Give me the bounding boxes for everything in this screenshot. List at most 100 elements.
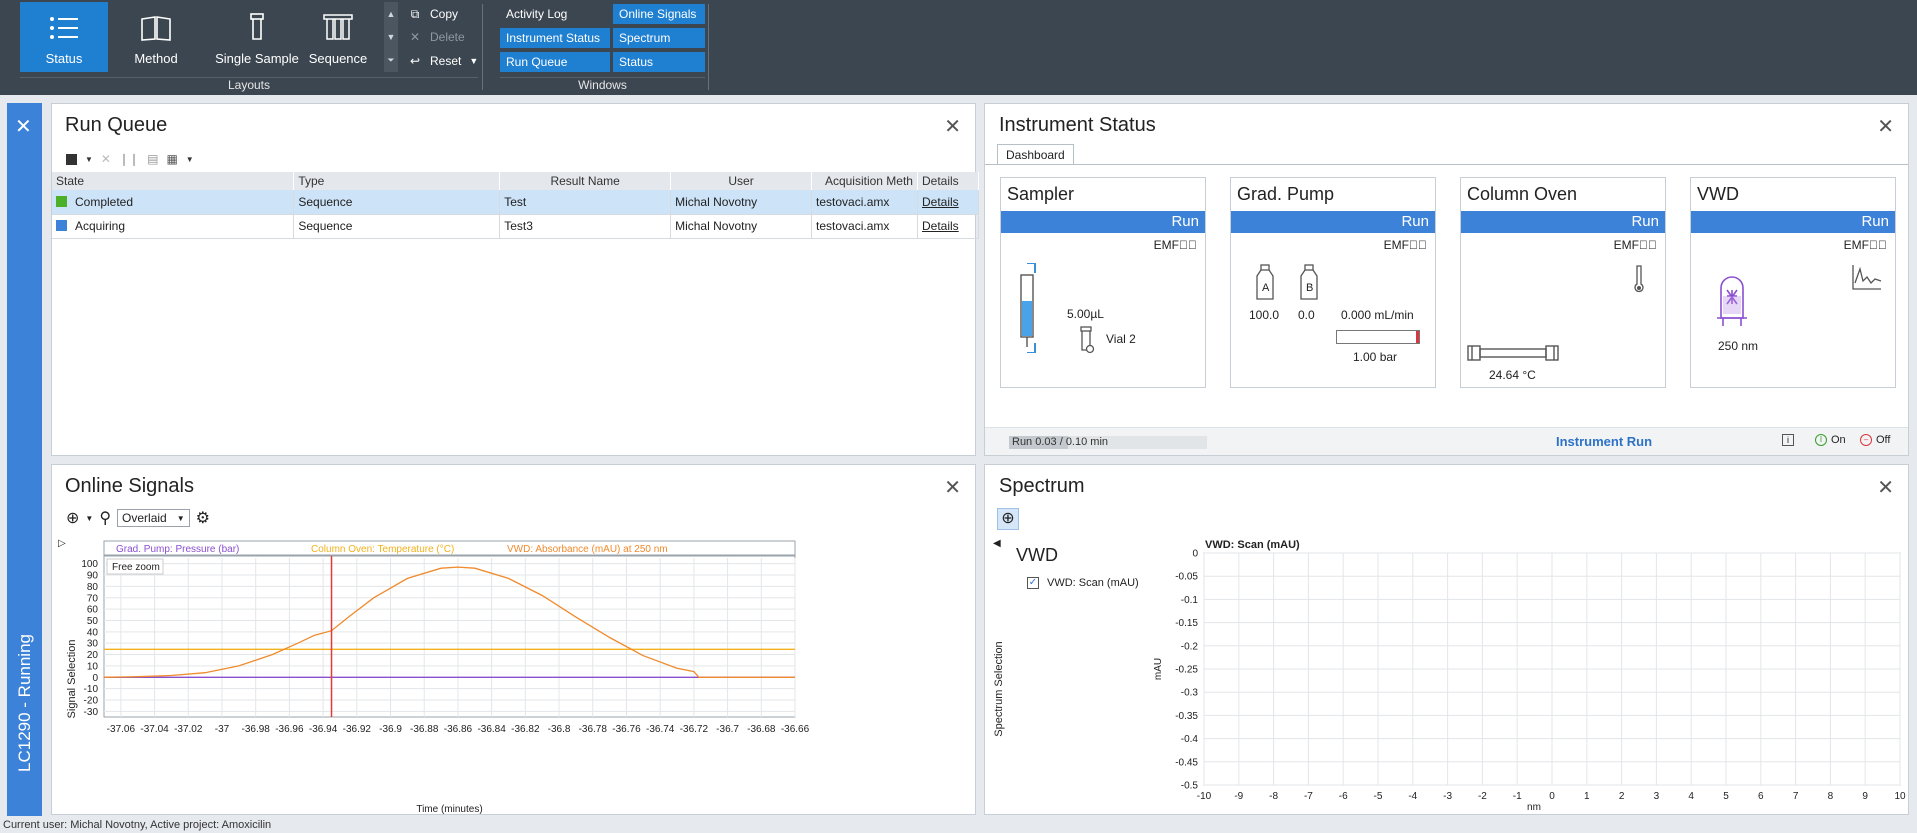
details-link[interactable]: Details: [921, 194, 959, 209]
layout-sequence-button[interactable]: Sequence: [294, 2, 382, 72]
column-header[interactable]: Result Name: [499, 172, 672, 190]
type-cell: Sequence: [293, 214, 501, 239]
pause-icon[interactable]: ❙❙: [118, 152, 140, 166]
x-tick-label: -36.68: [747, 724, 776, 735]
chevron-down-icon[interactable]: ▼: [185, 154, 194, 164]
check-circle-icon: ✓⃝: [1409, 238, 1427, 252]
acquiring-state-icon: [56, 220, 67, 231]
sampler-module[interactable]: Sampler Run EMF✓⃝ 5.00µL Vial 2: [1000, 177, 1206, 388]
vwd-module[interactable]: VWD Run EMF✓⃝ 250 nm: [1690, 177, 1896, 388]
close-icon[interactable]: ✕: [1877, 477, 1894, 499]
legend-entry: Column Oven: Temperature (°C): [311, 544, 454, 555]
close-icon[interactable]: ✕: [944, 116, 961, 138]
collapse-selection-icon[interactable]: ◀: [993, 538, 1001, 549]
y-tick-label: -0.05: [1175, 572, 1198, 583]
legend-entry: VWD: Absorbance (mAU) at 250 nm: [507, 544, 668, 555]
layout-status-button[interactable]: Status: [20, 2, 108, 72]
tab-dashboard[interactable]: Dashboard: [997, 144, 1074, 165]
grad-pump-module[interactable]: Grad. Pump Run EMF✓⃝ A B 100.0 0.0 0.000…: [1230, 177, 1436, 388]
solvent-bottle-a-icon: [1256, 264, 1274, 300]
power-on-button[interactable]: I On: [1815, 434, 1846, 446]
x-tick-label: -36.96: [275, 724, 304, 735]
lamp-icon: [1717, 276, 1747, 326]
off-label: Off: [1876, 434, 1891, 446]
x-tick-label: -6: [1339, 791, 1348, 802]
solvent-bottle-b-icon: [1300, 264, 1318, 300]
window-status-button[interactable]: Status: [613, 52, 705, 72]
close-icon[interactable]: ✕: [944, 477, 961, 499]
x-tick-label: -36.88: [410, 724, 439, 735]
window-online-signals-button[interactable]: Online Signals: [613, 4, 705, 24]
table-row[interactable]: Completed Sequence Test Michal Novotny t…: [52, 190, 980, 215]
expand-selection-icon[interactable]: ▷: [58, 538, 66, 549]
copy-button[interactable]: ⧉ Copy: [406, 4, 458, 24]
y-tick-label: 60: [87, 605, 99, 616]
zoom-icon[interactable]: ⊕: [997, 508, 1019, 530]
window-spectrum-button[interactable]: Spectrum: [613, 28, 705, 48]
online-signals-chart[interactable]: Grad. Pump: Pressure (bar) Column Oven: T…: [52, 465, 977, 816]
legend-entry: Grad. Pump: Pressure (bar): [116, 544, 239, 555]
chevron-down-icon[interactable]: ▼: [386, 31, 396, 42]
y-tick-label: -0.2: [1181, 641, 1199, 652]
column-oven-module[interactable]: Column Oven Run EMF✓⃝ 24.64 °C: [1460, 177, 1666, 388]
ribbon-scroll-arrows[interactable]: ▲ ▼ ⏷: [384, 2, 398, 72]
chevron-down-icon[interactable]: ▼: [469, 56, 479, 66]
spectrum-chart[interactable]: VWD: Scan (mAU) 0 -0.05 -0.1 -0.15 -0.2 -0.25 -…: [985, 465, 1910, 816]
magnifier-icon[interactable]: ⚲: [99, 510, 112, 527]
close-icon[interactable]: ✕: [1877, 116, 1894, 138]
layout-label: Single Sample: [215, 51, 299, 66]
y-tick-label: -0.1: [1181, 595, 1199, 606]
x-tick-label: -36.94: [309, 724, 338, 735]
table-row[interactable]: Acquiring Sequence Test3 Michal Novotny …: [52, 214, 980, 239]
state-text: Acquiring: [75, 219, 126, 233]
panel-title: Run Queue: [65, 114, 168, 136]
zoom-icon[interactable]: ⊕: [66, 510, 80, 527]
emf-label: EMF: [1383, 238, 1409, 252]
overlay-mode-select[interactable]: Overlaid ▼: [117, 509, 190, 527]
x-tick-label: 1: [1584, 791, 1590, 802]
reset-button[interactable]: ↩ Reset ▼: [406, 51, 478, 71]
instrument-rail: ✕ LC1290 - Running: [7, 103, 42, 816]
column-header[interactable]: Details: [917, 172, 980, 190]
gear-icon[interactable]: ⚙: [195, 510, 210, 527]
oven-temperature: 24.64 °C: [1489, 368, 1536, 382]
close-icon[interactable]: ✕: [15, 116, 32, 138]
spectrum-item-checkbox[interactable]: ✓ VWD: Scan (mAU): [1027, 577, 1139, 589]
power-on-icon: I: [1815, 434, 1827, 446]
chevron-down-icon[interactable]: ▼: [85, 513, 94, 523]
instrument-run-status: Instrument Run: [1556, 434, 1653, 449]
method-cell: testovaci.amx: [811, 214, 918, 239]
layout-method-button[interactable]: Method: [112, 2, 200, 72]
window-instrument-status-button[interactable]: Instrument Status: [500, 28, 610, 48]
column-header[interactable]: Acquisition Meth: [811, 172, 918, 190]
power-off-button[interactable]: – Off: [1860, 434, 1890, 446]
expand-icon[interactable]: ⏷: [387, 54, 395, 65]
layout-single-sample-button[interactable]: Single Sample: [202, 2, 312, 72]
chevron-up-icon[interactable]: ▲: [386, 8, 396, 19]
column-header[interactable]: User: [670, 172, 813, 190]
y-tick-label: -10: [84, 684, 99, 695]
stop-icon[interactable]: [66, 153, 77, 165]
window-run-queue-button[interactable]: Run Queue: [500, 52, 610, 72]
y-tick-label: 50: [87, 616, 99, 627]
abort-icon[interactable]: ✕: [100, 152, 111, 166]
queue-options-icon[interactable]: ▦: [166, 152, 178, 166]
column-header[interactable]: State: [52, 172, 295, 190]
copy-label: Copy: [430, 7, 459, 21]
x-tick-label: 8: [1828, 791, 1834, 802]
completed-state-icon: [56, 195, 67, 207]
column-icon: [1467, 345, 1559, 361]
window-activity-log-button[interactable]: Activity Log: [506, 7, 568, 21]
layouts-group-label: Layouts: [20, 77, 478, 93]
checkbox-checked-icon[interactable]: ✓: [1027, 577, 1039, 589]
details-link[interactable]: Details: [921, 219, 959, 233]
x-tick-label: 7: [1793, 791, 1799, 802]
delete-button[interactable]: ✕ Delete: [406, 27, 465, 47]
x-tick-label: -8: [1269, 791, 1278, 802]
queue-icon[interactable]: ▤: [147, 152, 159, 166]
user-cell: Michal Novotny: [670, 190, 813, 215]
chevron-down-icon[interactable]: ▼: [85, 154, 93, 164]
info-icon[interactable]: i: [1782, 434, 1794, 446]
y-tick-label: 70: [87, 593, 99, 604]
column-header[interactable]: Type: [293, 172, 501, 190]
